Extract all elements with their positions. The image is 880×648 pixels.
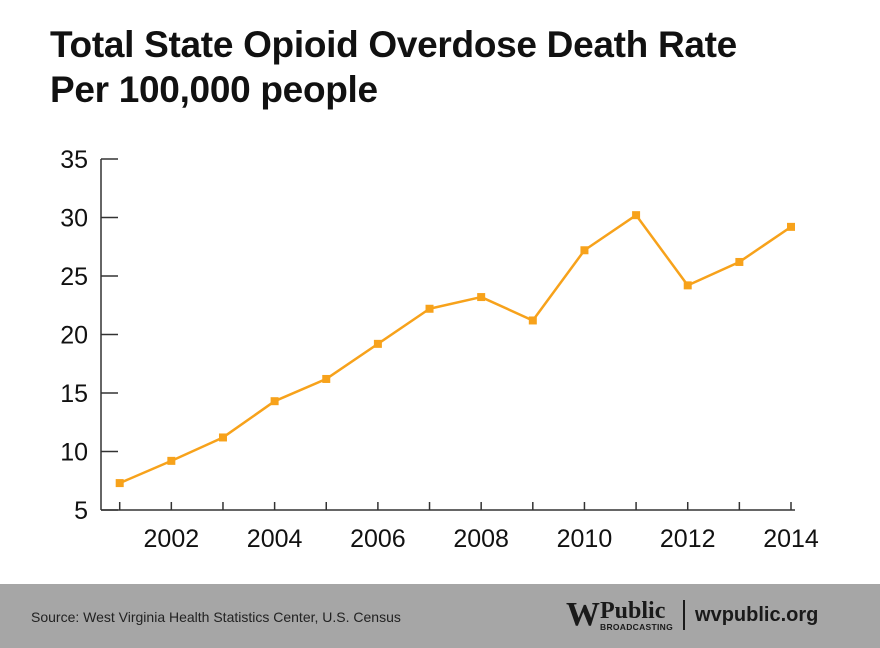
data-point xyxy=(270,397,279,406)
series-line xyxy=(119,213,792,485)
title-line-1: Total State Opioid Overdose Death Rate xyxy=(50,24,737,65)
data-point xyxy=(115,479,124,488)
x-tick-label: 2008 xyxy=(453,525,509,553)
x-tick-label: 2012 xyxy=(660,525,716,553)
data-point xyxy=(322,374,331,383)
data-point xyxy=(477,293,486,302)
website-url: wvpublic.org xyxy=(695,603,819,626)
data-point xyxy=(632,211,641,220)
y-tick-label: 20 xyxy=(60,322,88,350)
line-chart: 5 10 15 20 25 30 35 2002 2004 2006 2008 2010 2012 201… xyxy=(60,146,819,553)
x-tick-label: 2006 xyxy=(350,525,406,553)
logo-divider xyxy=(683,600,686,630)
y-tick-label: 10 xyxy=(60,439,88,467)
logo-public: Public xyxy=(600,597,666,624)
x-tick-label: 2002 xyxy=(144,525,200,553)
x-tick-label: 2004 xyxy=(247,525,303,553)
y-tick-label: 15 xyxy=(60,380,88,408)
logo-mark: W xyxy=(566,596,600,633)
data-point xyxy=(683,281,692,290)
data-point xyxy=(425,304,434,313)
data-point xyxy=(735,257,744,266)
logo-broadcasting: BROADCASTING xyxy=(600,621,674,632)
footer: Source: West Virginia Health Statistics … xyxy=(0,584,880,648)
data-point xyxy=(373,339,382,348)
y-tick-label: 35 xyxy=(60,146,88,174)
data-point xyxy=(787,222,795,231)
wv-public-logo: W Public BROADCASTING wvpublic.org xyxy=(566,596,819,633)
source-note: Source: West Virginia Health Statistics … xyxy=(31,609,401,625)
x-tick-label: 2014 xyxy=(763,525,819,553)
data-point xyxy=(218,433,227,442)
chart-title: Total State Opioid Overdose Death Rate P… xyxy=(50,22,737,112)
data-point xyxy=(167,456,176,465)
y-tick-label: 25 xyxy=(60,263,88,291)
y-tick-label: 30 xyxy=(60,205,88,233)
title-line-2: Per 100,000 people xyxy=(50,69,378,110)
data-point xyxy=(528,316,537,325)
y-tick-label: 5 xyxy=(74,497,88,525)
data-point xyxy=(580,246,589,255)
x-tick-label: 2010 xyxy=(557,525,613,553)
